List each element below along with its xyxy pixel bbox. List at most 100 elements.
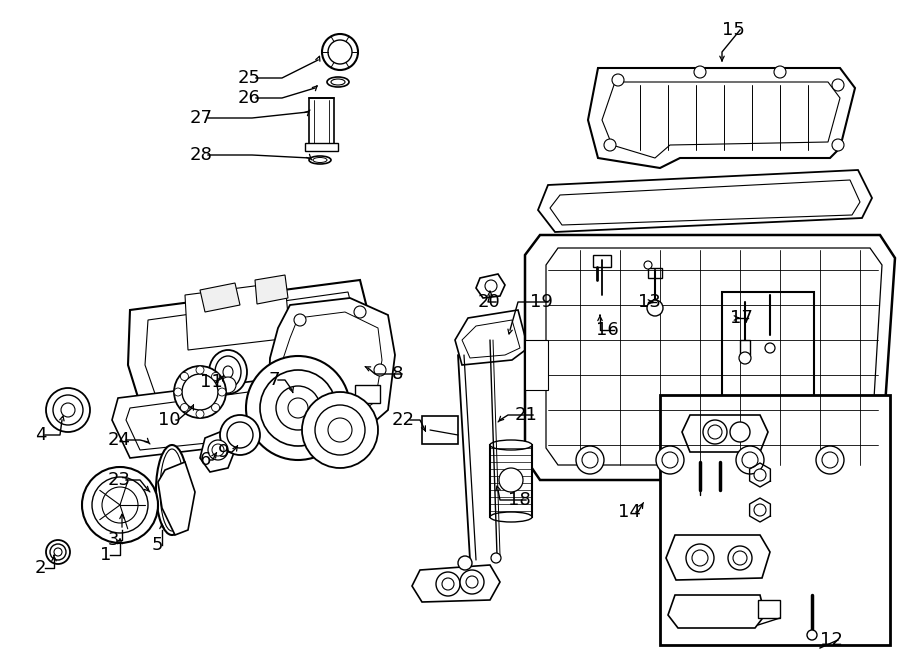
Circle shape [832,79,844,91]
Circle shape [576,446,604,474]
Circle shape [180,404,188,412]
Text: 18: 18 [508,491,531,509]
Circle shape [302,392,378,468]
Circle shape [491,553,501,563]
Circle shape [374,364,386,376]
Text: 14: 14 [618,503,641,521]
Circle shape [612,74,624,86]
Polygon shape [112,368,378,458]
Circle shape [730,422,750,442]
Circle shape [196,410,204,418]
Circle shape [458,556,472,570]
Circle shape [647,300,663,316]
Text: 2: 2 [35,559,47,577]
Circle shape [180,372,188,381]
Text: 8: 8 [392,365,403,383]
Circle shape [485,280,497,292]
Circle shape [708,425,722,439]
Circle shape [196,366,204,374]
Circle shape [220,415,260,455]
Circle shape [212,444,224,456]
Bar [593,255,611,267]
Polygon shape [200,430,235,472]
Ellipse shape [160,449,184,531]
Circle shape [754,469,766,481]
Ellipse shape [158,448,186,528]
Circle shape [832,139,844,151]
Text: 15: 15 [722,21,745,39]
Text: 11: 11 [200,373,223,391]
Text: 22: 22 [392,411,415,429]
Circle shape [354,306,366,318]
Circle shape [822,452,838,468]
Circle shape [736,446,764,474]
Circle shape [294,314,306,326]
Text: 12: 12 [820,631,843,649]
Text: 25: 25 [238,69,261,87]
Bar [305,143,338,151]
Ellipse shape [223,366,233,378]
Circle shape [328,40,352,64]
Polygon shape [128,280,375,420]
Ellipse shape [327,77,349,87]
Bar [355,385,380,403]
Circle shape [807,630,817,640]
Circle shape [92,477,148,533]
Polygon shape [280,312,382,424]
Polygon shape [666,535,770,580]
Circle shape [754,504,766,516]
Circle shape [436,572,460,596]
Bar [758,600,780,618]
Circle shape [739,352,751,364]
Text: 5: 5 [152,536,164,554]
Circle shape [53,395,83,425]
Circle shape [733,551,747,565]
Circle shape [644,261,652,269]
Circle shape [174,388,182,396]
Circle shape [656,446,684,474]
Polygon shape [126,378,365,450]
Circle shape [212,404,220,412]
Polygon shape [546,248,882,465]
Text: 6: 6 [200,451,212,469]
Circle shape [662,452,678,468]
Polygon shape [525,235,895,480]
Circle shape [46,388,90,432]
Circle shape [276,386,320,430]
Circle shape [765,343,775,353]
Bar [648,268,662,278]
Circle shape [582,452,598,468]
Circle shape [604,139,616,151]
Ellipse shape [313,157,327,163]
Bar [722,292,814,407]
Circle shape [220,377,236,393]
Text: 16: 16 [596,321,619,339]
Text: 23: 23 [108,471,131,489]
Circle shape [466,576,478,588]
Circle shape [742,452,758,468]
Circle shape [82,467,158,543]
Circle shape [315,405,365,455]
Circle shape [322,34,358,70]
Bar [490,445,532,517]
Text: 24: 24 [108,431,131,449]
Text: 7: 7 [268,371,280,389]
Text: 21: 21 [515,406,538,424]
Bar [740,340,750,355]
Circle shape [212,372,220,381]
Circle shape [728,546,752,570]
Circle shape [460,570,484,594]
Circle shape [260,370,336,446]
Ellipse shape [309,156,331,164]
Polygon shape [682,415,768,452]
Circle shape [174,366,226,418]
Polygon shape [462,320,520,358]
Circle shape [54,548,62,556]
Circle shape [46,540,70,564]
Circle shape [227,422,253,448]
Bar [309,98,334,148]
Polygon shape [525,340,548,390]
Circle shape [694,66,706,78]
Polygon shape [602,82,840,158]
Text: 1: 1 [100,546,112,564]
